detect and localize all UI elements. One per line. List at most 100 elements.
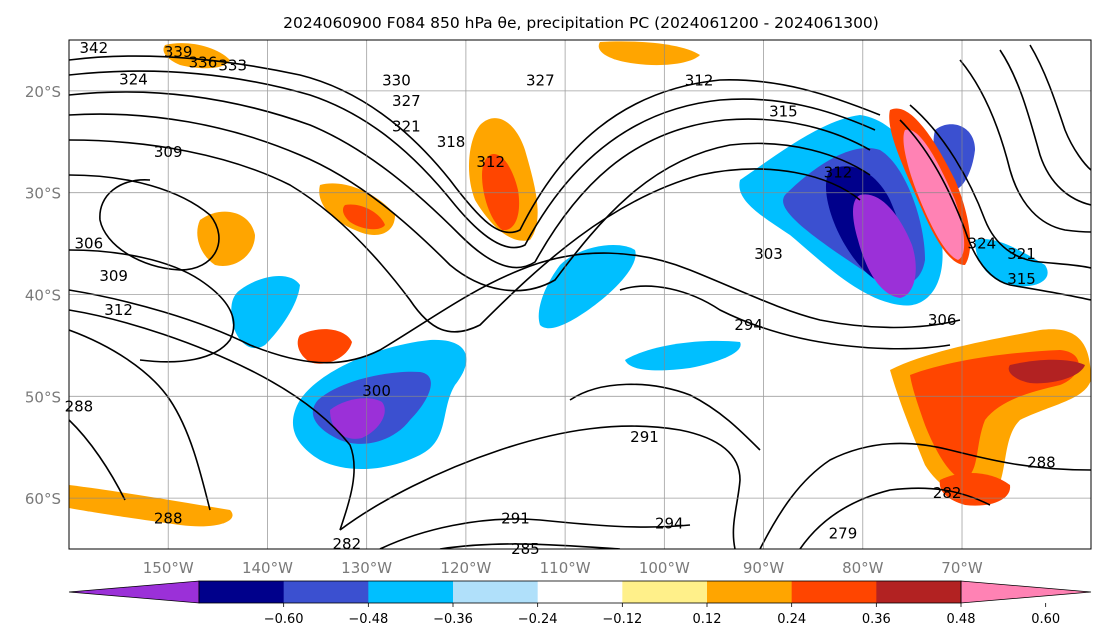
colorbar-segment [199, 581, 285, 603]
colorbar-tick-label: −0.60 [264, 612, 304, 627]
blob-west-positive [197, 211, 255, 266]
contour-label: 291 [630, 428, 659, 446]
colorbar-tick-label: −0.36 [433, 612, 473, 627]
contour-line [69, 419, 126, 501]
contour-label: 336 [189, 53, 218, 71]
contour-line [959, 59, 1091, 233]
colorbar: −0.60 −0.48 −0.36 −0.24 −0.12 0.12 0.24 0.36 0.4… [68, 580, 1092, 627]
colorbar-segment [283, 581, 369, 603]
contour-label: 318 [437, 133, 466, 151]
colorbar-segment [368, 581, 454, 603]
contour-line [439, 543, 621, 549]
contour-label: 282 [933, 484, 962, 502]
contour-label: 288 [154, 509, 183, 527]
contour-line [69, 113, 871, 292]
contour-label: 312 [824, 163, 853, 181]
contour-label: 315 [1007, 270, 1036, 288]
contour-line [909, 104, 1091, 269]
contour-label: 300 [362, 382, 391, 400]
contour-label: 330 [382, 72, 411, 90]
longitude-labels: 150°W 140°W 130°W 120°W 110°W 100°W 90°W 80°W 70… [143, 559, 983, 577]
colorbar-segment [622, 581, 708, 603]
contour-label: 324 [968, 235, 997, 253]
contour-label: 324 [119, 71, 148, 89]
colorbar-extend-high [960, 580, 1092, 604]
contour-label: 306 [75, 235, 104, 253]
contour-label: 327 [392, 92, 421, 110]
lon-tick-label: 100°W [639, 559, 690, 577]
contour-label: 312 [104, 301, 133, 319]
contour-line [69, 174, 220, 271]
colorbar-tick-label: 0.24 [777, 612, 806, 627]
blob-east-negative-purple [853, 194, 916, 298]
contour-label: 327 [526, 72, 555, 90]
lon-tick-label: 70°W [941, 559, 983, 577]
contour-label: 312 [685, 72, 714, 90]
contour-label: 339 [164, 43, 193, 61]
contour-line [1029, 44, 1091, 171]
contour-label: 294 [655, 515, 684, 533]
blob-southwest-negative-core [330, 398, 385, 439]
contour-line [69, 55, 881, 234]
blob-se-negative [975, 239, 1048, 287]
blob-mid-negative [538, 245, 636, 329]
precipitation-shading [69, 41, 1091, 527]
lat-tick-label: 50°S [25, 388, 61, 406]
blob-west-positive-3 [297, 329, 352, 364]
contour-line [69, 309, 355, 531]
colorbar-segment [537, 581, 623, 603]
contour-label: 291 [501, 509, 530, 527]
colorbar-segment [876, 581, 962, 603]
contour-line [569, 383, 761, 451]
lon-tick-label: 80°W [842, 559, 884, 577]
contour-label: 309 [154, 143, 183, 161]
lat-tick-label: 40°S [25, 287, 61, 305]
contour-label: 321 [392, 118, 421, 136]
colorbar-tick-label: 0.48 [947, 612, 976, 627]
lon-tick-label: 90°W [743, 559, 785, 577]
blob-andes-positive-core [903, 129, 965, 260]
figure-title: 2024060900 F084 850 hPa θe, precipitatio… [283, 14, 879, 32]
contour-line [69, 91, 871, 269]
blob-west-negative [231, 275, 300, 349]
contour-label: 294 [734, 316, 763, 334]
lon-tick-label: 150°W [143, 559, 194, 577]
contour-label: 315 [769, 102, 798, 120]
colorbar-tick-label: 0.36 [862, 612, 891, 627]
colorbar-outline [198, 580, 962, 604]
lat-tick-label: 30°S [25, 185, 61, 203]
contour-line [799, 487, 991, 549]
colorbar-segment [453, 581, 539, 603]
blob-patagonia-positive-dark [1008, 359, 1085, 384]
contour-label: 342 [79, 39, 108, 57]
contour-label: 303 [754, 245, 783, 263]
colorbar-segment [707, 581, 793, 603]
contour-label: 288 [65, 397, 94, 415]
colorbar-tick-label: 0.12 [693, 612, 722, 627]
blob-mid-positive-core [482, 154, 520, 231]
map-frame [68, 39, 1092, 550]
blob-mid-negative-2 [625, 340, 741, 371]
contour-label: 333 [218, 56, 247, 74]
colorbar-segment [791, 581, 877, 603]
lon-tick-label: 120°W [440, 559, 491, 577]
contour-line [69, 329, 211, 511]
colorbar-tick-label: 0.60 [1031, 612, 1060, 627]
contour-line [69, 249, 235, 363]
contour-line [999, 49, 1091, 206]
lon-tick-label: 140°W [242, 559, 293, 577]
contour-line [339, 425, 741, 549]
lon-tick-label: 110°W [540, 559, 591, 577]
contour-line [69, 252, 961, 364]
contour-line [759, 442, 1091, 549]
contour-line [899, 119, 1091, 301]
blob-sw-positive-band [69, 485, 233, 527]
latitude-labels: 20°S 30°S 40°S 50°S 60°S [25, 83, 61, 508]
colorbar-extend-low [68, 580, 200, 604]
contour-label: 288 [1027, 453, 1056, 471]
lat-tick-label: 60°S [25, 490, 61, 508]
graticule [69, 40, 1091, 549]
